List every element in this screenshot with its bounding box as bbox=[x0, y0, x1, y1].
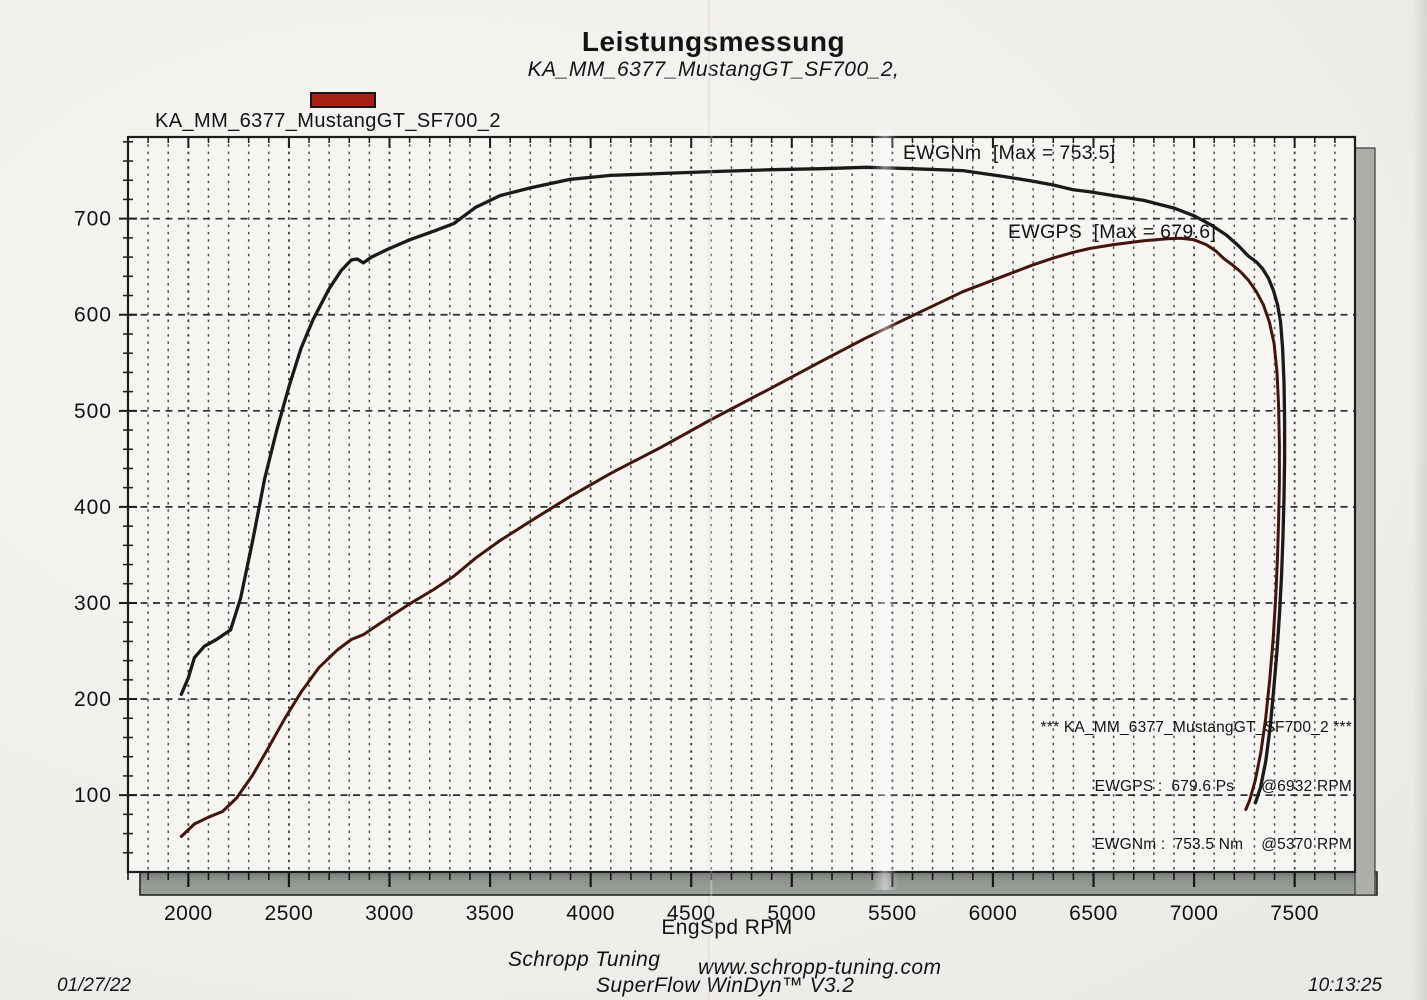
x-tick-label: 5500 bbox=[868, 902, 917, 925]
scan-edge-shadow bbox=[1411, 0, 1427, 1000]
x-tick-label: 7000 bbox=[1170, 902, 1219, 925]
footer-time: 10:13:25 bbox=[1308, 975, 1382, 996]
y-tick-label: 500 bbox=[74, 400, 112, 423]
results-summary-box: *** KA_MM_6377_MustangGT_SF700_2 *** EWG… bbox=[1041, 679, 1352, 894]
page-title: Leistungsmessung bbox=[581, 26, 846, 57]
x-tick-label: 3500 bbox=[466, 902, 515, 925]
x-tick-label: 7500 bbox=[1270, 902, 1319, 925]
x-axis-title: EngSpd RPM bbox=[661, 916, 793, 939]
footer-software-version: SuperFlow WinDyn™ V3.2 bbox=[596, 974, 855, 997]
chart-shadow-right bbox=[1354, 147, 1376, 896]
y-tick-label: 300 bbox=[74, 592, 112, 615]
footer-shop-name: Schropp Tuning bbox=[508, 948, 661, 971]
y-tick-label: 600 bbox=[74, 304, 112, 327]
x-tick-label: 2000 bbox=[164, 902, 213, 925]
results-power-line: EWGPS : 679.6 Ps @6932 RPM bbox=[1094, 777, 1352, 795]
results-run-name: *** KA_MM_6377_MustangGT_SF700_2 *** bbox=[1040, 719, 1352, 736]
x-tick-label: 3000 bbox=[365, 902, 414, 925]
x-tick-label: 2500 bbox=[265, 902, 314, 925]
x-tick-label: 6000 bbox=[969, 902, 1018, 925]
y-tick-label: 200 bbox=[74, 688, 112, 711]
y-tick-label: 700 bbox=[74, 208, 112, 231]
footer-date: 01/27/22 bbox=[57, 975, 131, 996]
results-torque-line: EWGNm : 753.5 Nm @5370 RPM bbox=[1094, 836, 1352, 853]
footer-website: www.schropp-tuning.com bbox=[698, 956, 942, 979]
x-tick-label: 6500 bbox=[1069, 902, 1118, 925]
y-tick-label: 100 bbox=[74, 784, 112, 807]
x-tick-label: 4500 bbox=[667, 902, 716, 925]
plot-border bbox=[126, 135, 1357, 874]
x-tick-label: 5000 bbox=[767, 902, 816, 925]
plot-background bbox=[128, 137, 1355, 872]
power-curve-label: EWGPS [Max = 679.6] bbox=[1008, 221, 1217, 243]
page-subtitle: KA_MM_6377_MustangGT_SF700_2, bbox=[527, 58, 900, 81]
x-tick-label: 4000 bbox=[566, 902, 615, 925]
torque-curve-label: EWGNm [Max = 753.5] bbox=[903, 142, 1116, 164]
legend-color-swatch bbox=[310, 92, 376, 108]
dyno-plot: 2000 2500 3000 3500 4000 4500 5000 5500 6000 6500… bbox=[74, 135, 1378, 925]
y-tick-label: 400 bbox=[74, 496, 112, 519]
torque-curve bbox=[179, 165, 1287, 805]
legend-run-label: KA_MM_6377_MustangGT_SF700_2 bbox=[155, 110, 501, 132]
power-curve bbox=[179, 236, 1281, 838]
